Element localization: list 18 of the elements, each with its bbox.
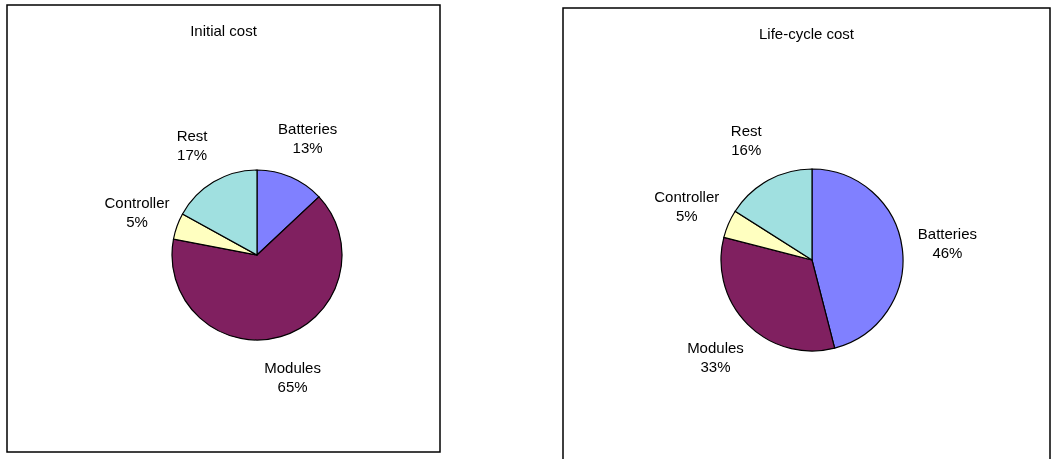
- chart-title: Initial cost: [190, 22, 258, 39]
- slice-label: Controller: [654, 187, 720, 205]
- slice-label: Batteries: [278, 119, 338, 137]
- slice-label: Rest: [176, 127, 209, 145]
- chart-title: Life-cycle cost: [758, 25, 855, 42]
- data-label: 5%: [126, 212, 148, 230]
- data-label: 46%: [932, 243, 963, 261]
- data-label: 17%: [177, 146, 208, 164]
- data-label: 33%: [700, 357, 731, 375]
- slice-label: Batteries: [917, 224, 978, 242]
- slice-label: Modules: [264, 359, 321, 377]
- data-label: 16%: [731, 141, 762, 159]
- slice-label: Controller: [104, 193, 170, 211]
- slice-label: Rest: [730, 122, 763, 140]
- slice-label: Modules: [687, 338, 744, 356]
- data-label: 65%: [277, 378, 308, 396]
- data-label: 5%: [675, 206, 698, 224]
- data-label: 13%: [292, 138, 323, 156]
